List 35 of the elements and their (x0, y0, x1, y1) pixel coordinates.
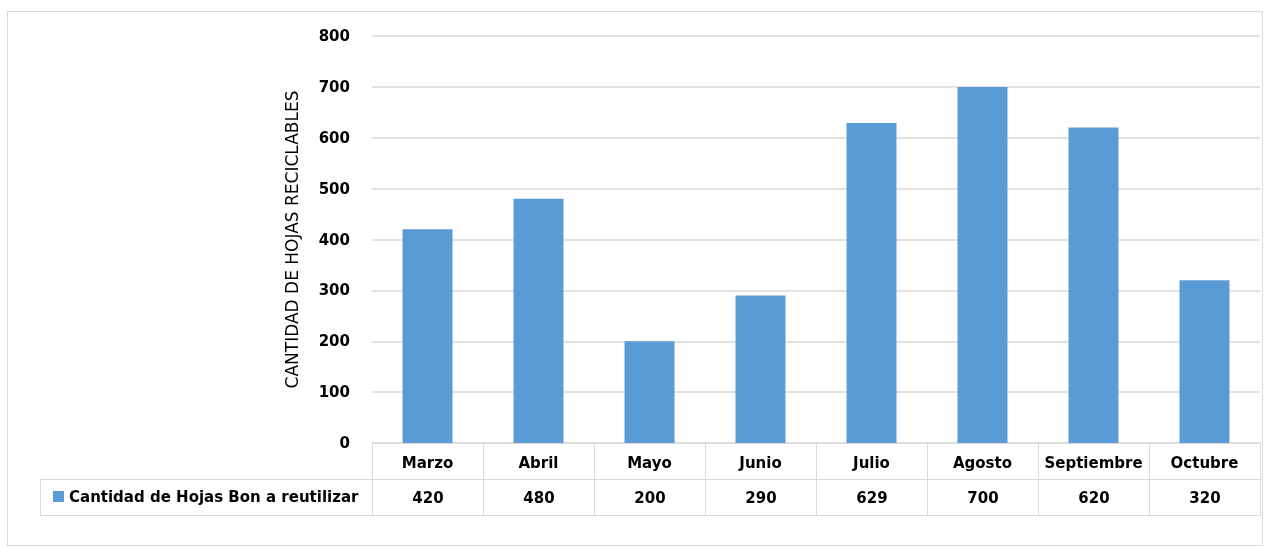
x-tick-label: Septiembre (1044, 453, 1143, 472)
x-tick-label: Mayo (627, 453, 672, 472)
data-label: 420 (372, 479, 484, 516)
data-label: 320 (1149, 479, 1261, 516)
y-tick-label: 400 (318, 230, 350, 249)
y-tick-label: 500 (318, 179, 350, 198)
data-label: 290 (705, 479, 817, 516)
bar (1179, 280, 1230, 443)
bar (957, 86, 1008, 443)
y-tick-label: 700 (318, 77, 350, 96)
data-label: 200 (594, 479, 706, 516)
bar (624, 341, 675, 443)
x-tick-label: Julio (852, 453, 890, 472)
data-label: 700 (927, 479, 1039, 516)
y-tick-label: 300 (318, 281, 350, 300)
x-tick-label: Junio (738, 453, 782, 472)
data-label: 629 (816, 479, 928, 516)
data-label: 620 (1038, 479, 1150, 516)
y-axis-title: CANTIDAD DE HOJAS RECICLABLES (281, 90, 302, 389)
bar (513, 198, 564, 443)
legend-label: Cantidad de Hojas Bon a reutilizar (69, 487, 360, 506)
x-tick-label: Octubre (1170, 453, 1239, 472)
y-tick-label: 600 (318, 128, 350, 147)
x-tick-label: Abril (518, 453, 559, 472)
x-tick-label: Agosto (952, 453, 1013, 472)
bar (1068, 127, 1119, 443)
y-tick-label: 200 (318, 332, 350, 351)
y-tick-label: 100 (318, 383, 350, 402)
x-tick-label: Marzo (401, 453, 454, 472)
bar (402, 229, 453, 443)
y-tick-label: 800 (318, 27, 350, 45)
bar (735, 295, 786, 443)
y-tick-label: 0 (339, 434, 350, 452)
data-label: 480 (483, 479, 595, 516)
bar (846, 123, 897, 443)
